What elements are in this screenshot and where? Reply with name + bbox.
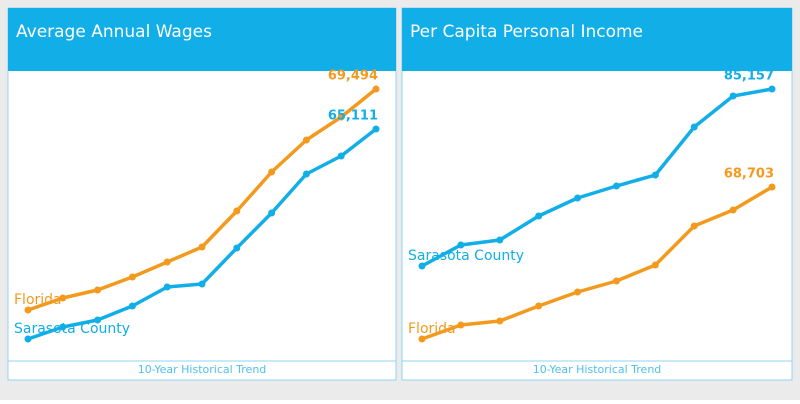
series-line bbox=[421, 87, 773, 268]
data-point bbox=[163, 283, 171, 291]
data-point bbox=[496, 236, 504, 244]
chart-footer: 10-Year Historical Trend bbox=[138, 363, 267, 376]
data-point bbox=[535, 302, 543, 310]
data-point bbox=[372, 85, 380, 93]
data-point bbox=[729, 206, 737, 214]
value-label: 69,494 bbox=[328, 69, 378, 84]
chart-title: Per Capita Personal Income bbox=[410, 22, 643, 42]
data-point bbox=[496, 317, 504, 325]
panel-header bbox=[402, 8, 792, 71]
series-line bbox=[421, 185, 773, 341]
data-point bbox=[268, 209, 276, 217]
data-point bbox=[768, 183, 776, 191]
data-point bbox=[690, 222, 698, 230]
data-point bbox=[163, 258, 171, 266]
data-point bbox=[198, 280, 206, 288]
value-label: 85,157 bbox=[724, 69, 774, 84]
data-point bbox=[612, 277, 620, 285]
data-point bbox=[302, 170, 310, 178]
data-point bbox=[302, 136, 310, 144]
data-point bbox=[59, 323, 67, 331]
data-point bbox=[690, 123, 698, 131]
value-label: 68,703 bbox=[724, 166, 774, 181]
data-point bbox=[612, 182, 620, 190]
data-point bbox=[24, 306, 32, 314]
data-point bbox=[535, 212, 543, 220]
chart-title: Average Annual Wages bbox=[16, 22, 212, 42]
data-point bbox=[233, 244, 241, 252]
data-point bbox=[94, 286, 102, 294]
series-name-label: Sarasota County bbox=[14, 321, 130, 337]
data-point bbox=[94, 316, 102, 324]
data-point bbox=[729, 92, 737, 100]
data-point bbox=[24, 335, 32, 343]
data-point bbox=[268, 168, 276, 176]
data-point bbox=[128, 302, 136, 310]
data-point bbox=[457, 241, 465, 249]
data-point bbox=[233, 207, 241, 215]
data-point bbox=[128, 273, 136, 281]
series-name-label: Florida bbox=[408, 321, 456, 337]
panel-header bbox=[8, 8, 396, 71]
data-point bbox=[198, 243, 206, 251]
data-point bbox=[372, 125, 380, 133]
data-point bbox=[651, 171, 659, 179]
data-point bbox=[59, 294, 67, 302]
data-point bbox=[574, 194, 582, 202]
data-point bbox=[457, 321, 465, 329]
series-name-label: Florida bbox=[14, 292, 62, 308]
value-label: 65,111 bbox=[328, 108, 378, 123]
data-point bbox=[768, 85, 776, 93]
data-point bbox=[418, 335, 426, 343]
data-point bbox=[418, 262, 426, 270]
data-point bbox=[337, 152, 345, 160]
data-point bbox=[337, 113, 345, 121]
series-name-label: Sarasota County bbox=[408, 248, 524, 264]
data-point bbox=[651, 261, 659, 269]
chart-footer: 10-Year Historical Trend bbox=[533, 363, 662, 376]
data-point bbox=[574, 288, 582, 296]
